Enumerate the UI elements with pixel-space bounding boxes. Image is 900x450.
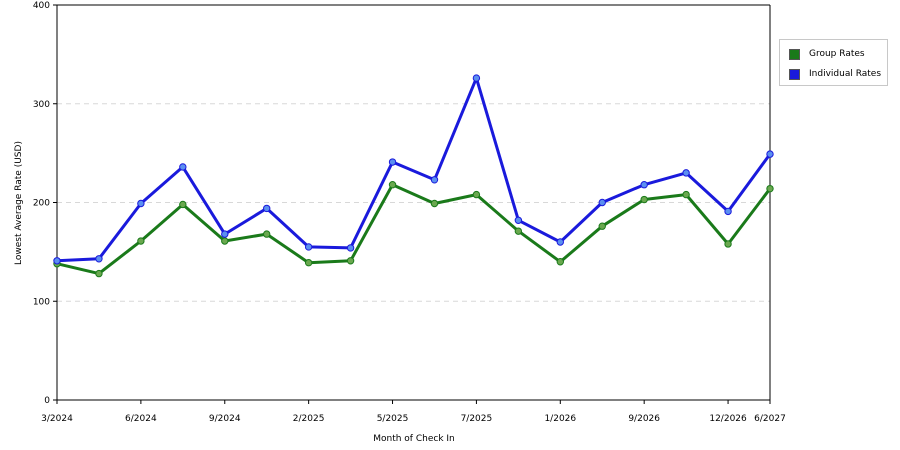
x-tick-label: 5/2025 bbox=[377, 414, 409, 424]
legend-label-group-rates: Group Rates bbox=[809, 49, 865, 59]
x-tick-label: 7/2025 bbox=[461, 414, 493, 424]
data-point-individual-rates bbox=[682, 169, 690, 177]
x-tick-label: 9/2026 bbox=[628, 414, 660, 424]
data-point-individual-rates bbox=[766, 150, 774, 158]
legend: Group Rates Individual Rates bbox=[779, 39, 888, 86]
y-tick-label: 200 bbox=[33, 199, 50, 209]
x-tick-label: 1/2026 bbox=[544, 414, 576, 424]
data-point-group-rates bbox=[514, 227, 523, 235]
data-point-group-rates bbox=[179, 200, 187, 209]
legend-label-individual-rates: Individual Rates bbox=[809, 69, 882, 79]
data-point-individual-rates bbox=[556, 238, 564, 246]
legend-swatch-group-rates bbox=[789, 48, 800, 60]
data-point-group-rates bbox=[388, 181, 397, 189]
data-point-individual-rates bbox=[95, 255, 103, 263]
data-point-individual-rates bbox=[514, 216, 523, 224]
x-tick-label: 6/2024 bbox=[125, 414, 157, 424]
data-point-group-rates bbox=[304, 259, 313, 267]
x-axis-title: Month of Check In bbox=[373, 434, 455, 444]
series-line-group-rates bbox=[55, 183, 772, 276]
data-point-individual-rates bbox=[221, 230, 229, 238]
y-axis-title: Lowest Average Rate (USD) bbox=[14, 141, 24, 265]
data-point-group-rates bbox=[472, 190, 481, 199]
data-point-group-rates bbox=[346, 257, 355, 265]
data-point-individual-rates bbox=[598, 198, 606, 207]
legend-item-group-rates: Group Rates bbox=[789, 47, 865, 61]
y-ticks: 0 100 200 300 400 bbox=[33, 1, 57, 406]
data-point-group-rates bbox=[724, 240, 732, 248]
data-point-group-rates bbox=[682, 190, 690, 199]
series-line-individual-rates bbox=[55, 76, 772, 263]
x-tick-label: 6/2027 bbox=[754, 414, 786, 424]
legend-swatch-individual-rates bbox=[789, 68, 800, 80]
data-point-individual-rates bbox=[472, 74, 481, 82]
data-point-group-rates bbox=[556, 258, 564, 266]
x-tick-label: 2/2025 bbox=[293, 414, 325, 424]
data-point-individual-rates bbox=[179, 163, 187, 171]
x-ticks: 3/2024 6/2024 9/2024 2/2025 5/2025 7/2025 1/20… bbox=[41, 400, 786, 424]
data-point-group-rates bbox=[137, 237, 145, 245]
y-tick-label: 0 bbox=[44, 396, 50, 406]
data-point-individual-rates bbox=[346, 244, 355, 252]
data-point-group-rates bbox=[430, 199, 439, 208]
data-point-group-rates bbox=[766, 184, 774, 193]
data-point-group-rates bbox=[95, 269, 103, 278]
x-tick-label: 3/2024 bbox=[41, 414, 73, 424]
grid-lines bbox=[57, 103, 770, 302]
data-point-individual-rates bbox=[430, 176, 439, 184]
legend-item-individual-rates: Individual Rates bbox=[789, 67, 881, 81]
data-point-individual-rates bbox=[388, 158, 397, 166]
data-point-individual-rates bbox=[53, 257, 61, 265]
data-point-individual-rates bbox=[137, 199, 145, 208]
data-point-group-rates bbox=[221, 237, 229, 245]
x-tick-label: 9/2024 bbox=[209, 414, 241, 424]
series bbox=[53, 74, 774, 278]
data-point-group-rates bbox=[640, 195, 648, 204]
data-point-group-rates bbox=[263, 230, 271, 238]
data-point-individual-rates bbox=[304, 243, 313, 251]
data-point-group-rates bbox=[598, 222, 606, 230]
data-point-individual-rates bbox=[263, 204, 271, 213]
y-tick-label: 400 bbox=[33, 1, 50, 11]
y-tick-label: 100 bbox=[33, 297, 50, 307]
data-point-individual-rates bbox=[724, 207, 732, 216]
y-tick-label: 300 bbox=[33, 100, 50, 110]
data-point-individual-rates bbox=[640, 181, 648, 189]
x-tick-label: 12/2026 bbox=[709, 414, 747, 424]
